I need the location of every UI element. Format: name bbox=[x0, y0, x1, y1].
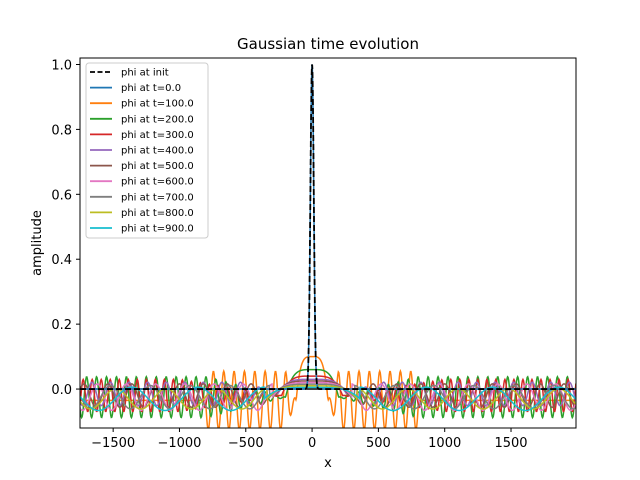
x-tick-label: −500 bbox=[228, 436, 264, 451]
x-tick-label: 1000 bbox=[428, 436, 461, 451]
legend-label: phi at t=500.0 bbox=[121, 161, 194, 172]
x-tick-label: 500 bbox=[366, 436, 391, 451]
series-line bbox=[80, 380, 576, 408]
series-layer bbox=[80, 64, 576, 428]
y-tick-label: 1.0 bbox=[51, 58, 72, 73]
y-axis-label: amplitude bbox=[30, 210, 45, 276]
y-tick-label: 0.2 bbox=[51, 318, 72, 333]
y-tick-label: 0.0 bbox=[51, 383, 72, 398]
legend-label: phi at t=400.0 bbox=[121, 146, 194, 157]
legend-label: phi at t=800.0 bbox=[121, 208, 194, 219]
y-tick-label: 0.8 bbox=[51, 123, 72, 138]
legend-label: phi at t=200.0 bbox=[121, 114, 194, 125]
x-tick-label: 1500 bbox=[494, 436, 527, 451]
legend-label: phi at t=300.0 bbox=[121, 130, 194, 141]
series-line bbox=[80, 64, 576, 390]
plot-frame bbox=[79, 57, 577, 429]
legend: phi at init phi at t=0.0 phi at t=100.0 phi… bbox=[85, 62, 209, 239]
y-tick-label: 0.6 bbox=[51, 188, 72, 203]
legend-label: phi at t=600.0 bbox=[121, 177, 194, 188]
legend-label: phi at t=700.0 bbox=[121, 192, 194, 203]
legend-label: phi at t=900.0 bbox=[121, 224, 194, 235]
legend-label: phi at t=100.0 bbox=[121, 99, 194, 110]
series-line bbox=[80, 386, 576, 412]
y-axis: 0.0 0.2 0.4 0.6 0.8 1.0 bbox=[51, 58, 80, 398]
x-tick-label: 0 bbox=[308, 436, 316, 451]
x-axis: −1500 −1000 −500 0 500 1000 1500 bbox=[91, 428, 528, 451]
x-axis-label: x bbox=[324, 456, 332, 471]
x-tick-label: −1500 bbox=[91, 436, 135, 451]
x-tick-label: −1000 bbox=[157, 436, 201, 451]
legend-label: phi at init bbox=[121, 68, 169, 79]
y-tick-label: 0.4 bbox=[51, 253, 72, 268]
legend-box bbox=[85, 62, 209, 239]
chart-title: Gaussian time evolution bbox=[237, 35, 419, 53]
legend-label: phi at t=0.0 bbox=[121, 83, 181, 94]
series-line bbox=[80, 383, 576, 410]
